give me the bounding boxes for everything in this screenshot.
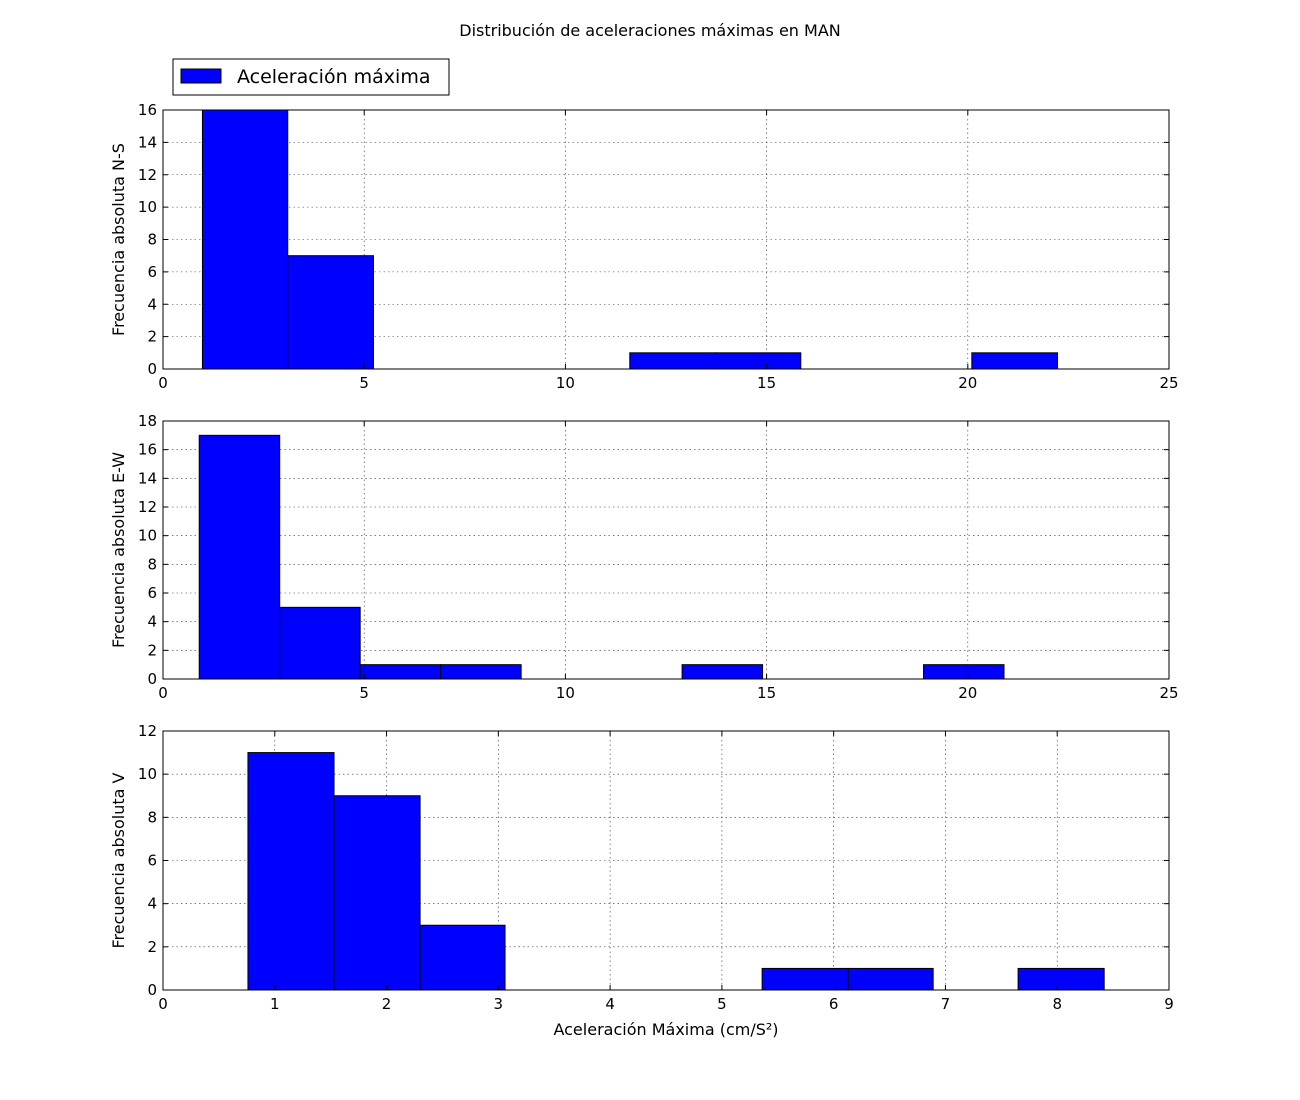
y-axis-label: Frecuencia absoluta E-W: [109, 452, 128, 648]
y-tick-label: 10: [138, 198, 157, 216]
histogram-bar: [333, 795, 421, 991]
histogram-bar: [971, 352, 1059, 370]
y-tick-label: 6: [147, 584, 157, 602]
x-tick-label: 0: [158, 684, 168, 702]
y-tick-label: 14: [138, 133, 157, 151]
histogram-bar: [201, 109, 289, 370]
y-tick-label: 8: [147, 231, 157, 249]
y-tick-label: 8: [147, 555, 157, 573]
histogram-bar: [714, 352, 802, 370]
x-tick-label: 5: [717, 995, 727, 1013]
y-tick-label: 10: [138, 765, 157, 783]
histogram-bar: [923, 664, 1005, 680]
x-tick-label: 10: [556, 684, 575, 702]
y-tick-label: 4: [147, 613, 157, 631]
y-tick-label: 12: [138, 498, 157, 516]
legend: Aceleración máxima: [172, 58, 450, 96]
x-tick-label: 25: [1159, 374, 1178, 392]
y-tick-label: 6: [147, 263, 157, 281]
histogram-bar: [1017, 967, 1105, 991]
x-tick-label: 6: [829, 995, 839, 1013]
y-tick-label: 2: [147, 328, 157, 346]
x-tick-label: 2: [382, 995, 392, 1013]
histogram-bar: [761, 967, 849, 991]
y-tick-label: 10: [138, 527, 157, 545]
x-tick-label: 1: [270, 995, 280, 1013]
x-tick-label: 10: [556, 374, 575, 392]
y-tick-label: 14: [138, 469, 157, 487]
subplot-2: 0 5 10 15 20 25 0 2 4 6 8 10 12 14 16 18 Frecuencia abso…: [109, 412, 1179, 702]
x-tick-label: 15: [757, 374, 776, 392]
y-tick-label: 16: [138, 101, 157, 119]
histogram-bar: [359, 664, 442, 680]
histogram-bar: [419, 924, 506, 991]
x-tick-label: 20: [958, 374, 977, 392]
figure-title: Distribución de aceleraciones máximas en…: [459, 21, 841, 40]
histogram-bar: [629, 352, 716, 370]
y-tick-label: 0: [147, 670, 157, 688]
legend-label: Aceleración máxima: [237, 66, 430, 88]
x-axis-label: Aceleración Máxima (cm/S²): [553, 1020, 778, 1039]
histogram-bar: [440, 664, 522, 680]
y-tick-label: 12: [138, 166, 157, 184]
y-tick-label: 2: [147, 641, 157, 659]
plot-frame: [162, 420, 1170, 680]
histogram-bar: [847, 967, 934, 991]
y-tick-label: 12: [138, 722, 157, 740]
y-tick-label: 18: [138, 412, 157, 430]
x-tick-label: 20: [958, 684, 977, 702]
subplot-1: 0 5 10 15 20 25 0 2 4 6 8 10 12 14 16 Frecuencia absolu…: [109, 101, 1179, 392]
histogram-bar: [247, 752, 335, 991]
x-tick-label: 25: [1159, 684, 1178, 702]
y-tick-label: 6: [147, 852, 157, 870]
y-tick-label: 2: [147, 938, 157, 956]
y-tick-label: 4: [147, 895, 157, 913]
x-tick-label: 9: [1164, 995, 1174, 1013]
x-tick-label: 8: [1052, 995, 1062, 1013]
y-axis-label: Frecuencia absoluta V: [109, 772, 128, 948]
y-tick-label: 4: [147, 295, 157, 313]
y-tick-label: 16: [138, 441, 157, 459]
histogram-bar: [198, 434, 281, 680]
legend-swatch: [180, 68, 222, 84]
y-tick-label: 0: [147, 360, 157, 378]
histogram-bar: [681, 664, 764, 680]
y-tick-label: 8: [147, 808, 157, 826]
y-tick-label: 0: [147, 981, 157, 999]
x-tick-label: 7: [941, 995, 951, 1013]
x-tick-label: 0: [158, 995, 168, 1013]
y-axis-label: Frecuencia absoluta N-S: [109, 143, 128, 336]
x-tick-label: 15: [757, 684, 776, 702]
x-tick-label: 5: [359, 684, 369, 702]
histogram-bar: [279, 606, 361, 680]
x-tick-label: 0: [158, 374, 168, 392]
x-tick-label: 5: [359, 374, 369, 392]
x-tick-label: 4: [605, 995, 615, 1013]
x-tick-label: 3: [494, 995, 504, 1013]
histogram-bar: [287, 255, 374, 370]
